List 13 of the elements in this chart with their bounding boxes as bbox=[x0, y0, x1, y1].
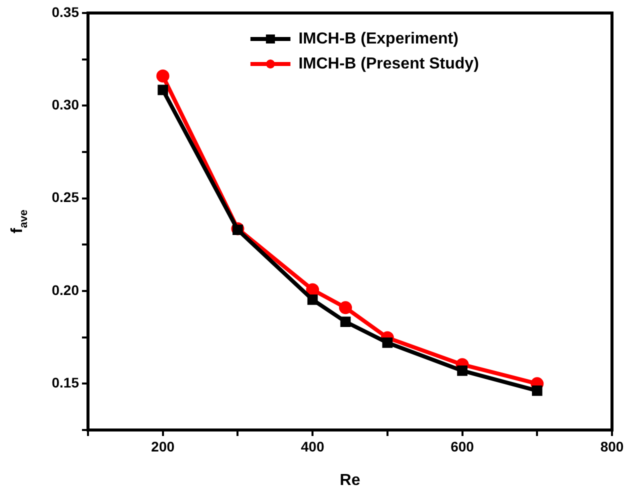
y-tick-label: 0.35 bbox=[52, 4, 80, 20]
y-tick-label: 0.20 bbox=[52, 282, 80, 298]
x-tick-label: 400 bbox=[300, 438, 324, 454]
y-tick-label: 0.30 bbox=[52, 96, 80, 113]
x-tick-label: 200 bbox=[151, 438, 175, 454]
x-tick-label: 600 bbox=[450, 438, 474, 454]
y-axis-title: fave bbox=[9, 210, 30, 234]
x-axis-title: Re bbox=[340, 472, 360, 489]
legend-label: IMCH-B (Present Study) bbox=[298, 55, 479, 72]
y-tick-label: 0.15 bbox=[52, 374, 80, 391]
legend-label: IMCH-B (Experiment) bbox=[298, 30, 458, 48]
x-tick-label: 800 bbox=[600, 438, 624, 454]
y-tick-label: 0.25 bbox=[52, 189, 80, 206]
